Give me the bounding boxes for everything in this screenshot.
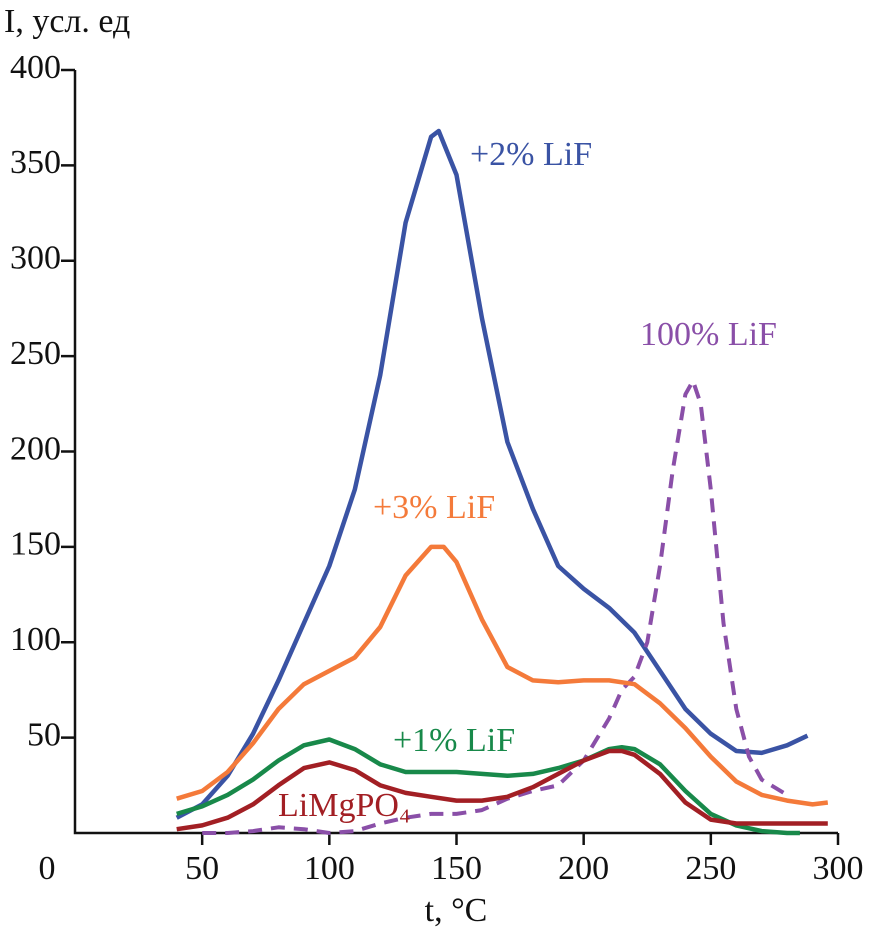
series-label: +1% LiF — [393, 722, 515, 759]
y-tick-label: 350 — [10, 144, 61, 181]
y-tick-label: 400 — [10, 49, 61, 86]
y-tick-label: 300 — [10, 240, 61, 277]
x-tick-label: 150 — [431, 850, 482, 887]
x-tick-label: 50 — [185, 850, 219, 887]
y-tick-label: 50 — [27, 716, 61, 753]
x-tick-label: 250 — [685, 850, 736, 887]
series-line — [176, 737, 800, 836]
x-axis-label: t, °C — [425, 892, 488, 929]
x-tick-label: 0 — [39, 850, 56, 887]
series-label: LiMgPO₄ — [278, 787, 411, 824]
y-tick-label: 100 — [10, 621, 61, 658]
x-tick-label: 300 — [813, 850, 864, 887]
series-line — [176, 544, 829, 807]
series-line — [176, 748, 828, 832]
y-tick-label: 250 — [10, 335, 61, 372]
series-label: 100% LiF — [640, 316, 777, 353]
x-tick-label: 100 — [304, 850, 355, 887]
series-label: +3% LiF — [373, 489, 495, 526]
series-line — [202, 378, 789, 835]
x-tick-label: 200 — [558, 850, 609, 887]
series-line — [175, 128, 809, 820]
y-axis-label: I, усл. ед — [4, 3, 130, 40]
y-tick-label: 150 — [10, 526, 61, 563]
series-label: +2% LiF — [470, 136, 592, 173]
y-tick-label: 200 — [10, 430, 61, 467]
